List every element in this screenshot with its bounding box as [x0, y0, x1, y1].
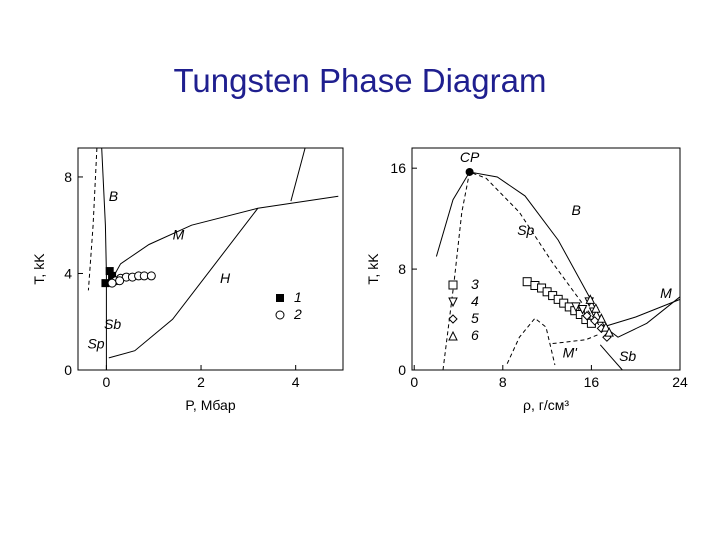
- panel2-curve-sb: [599, 344, 623, 371]
- panel2-legend-marker-4: [448, 297, 458, 308]
- panel2-curve-label-sb: Sb: [619, 348, 636, 364]
- panel1-legend-marker-1: [276, 294, 284, 302]
- panel2-x-tick-label: 8: [499, 374, 507, 390]
- page-title: Tungsten Phase Diagram: [173, 62, 547, 99]
- panel1-x-tick-label: 4: [292, 374, 300, 390]
- panel1-series-1-point: [101, 279, 110, 288]
- panel1-curve-h: [108, 207, 259, 359]
- panel2-series-6-point: [604, 327, 614, 337]
- panel2-curve-sp: [442, 171, 603, 371]
- panel1-legend-label-1: 1: [294, 289, 302, 305]
- panel1-y-tick-label: 0: [64, 362, 72, 378]
- panel2-critical-point: [465, 167, 474, 176]
- panel2-y-tick-label: 0: [398, 362, 406, 378]
- panel2-series-4-point: [571, 302, 581, 313]
- panel2-curve-label-sp: Sp: [517, 222, 534, 238]
- panel2-series-6-point: [585, 294, 596, 304]
- panel2-x-tick-label: 0: [410, 374, 418, 390]
- panel1-series-1-point: [108, 271, 117, 280]
- panel1-x-axis-label: P, Мбар: [185, 397, 235, 413]
- panel1-series-2-point: [146, 271, 156, 281]
- panel2-curve-label-m-prime: M': [563, 344, 579, 360]
- panel1-x-tick-label: 0: [102, 374, 110, 390]
- panel2-legend-marker-3: [448, 280, 458, 290]
- panel2-series-5-point: [590, 316, 600, 326]
- panel2-curve-m: [602, 298, 681, 328]
- panel2-x-axis-label: ρ, г/см³: [523, 397, 569, 413]
- panel1-curve-sp: [87, 147, 98, 291]
- panel2-legend-label-5: 5: [471, 310, 479, 326]
- panel2-curve-label-m: M: [660, 285, 672, 301]
- panel1-curve-upper: [290, 147, 306, 202]
- panel1-legend-marker-2: [275, 310, 285, 320]
- panel1-y-tick-label: 8: [64, 169, 72, 185]
- panel2-y-tick-label: 16: [390, 160, 406, 176]
- panel2-legend-marker-6: [448, 330, 458, 341]
- panel2-series-6-point: [596, 313, 607, 323]
- panel2-legend-label-4: 4: [471, 293, 479, 309]
- panel2-curve-lower: [506, 317, 556, 366]
- panel2-y-tick-label: 8: [398, 261, 406, 277]
- panel1-x-tick-label: 2: [197, 374, 205, 390]
- panel1-series-2-point: [107, 278, 117, 288]
- panel1-curve-label-b: B: [109, 188, 118, 204]
- panel1-curve-m: [110, 195, 339, 281]
- panel2-series-4-point: [577, 304, 588, 315]
- panel2-series-6-point: [600, 321, 611, 332]
- panel2-x-tick-label: 24: [672, 374, 688, 390]
- panel1-series-2-point: [115, 276, 125, 286]
- panel2-y-axis-label: T, kK: [365, 253, 381, 285]
- panel1-curve-label-sp: Sp: [87, 335, 104, 351]
- panel1-curve-label-m: M: [173, 227, 185, 243]
- panel2-curve-label-b: B: [571, 202, 580, 218]
- panel2-legend-label-3: 3: [471, 276, 479, 292]
- panel1-y-tick-label: 4: [64, 265, 72, 281]
- panel2-critical-point-label: CP: [460, 149, 480, 165]
- panel1-curve-label-sb: Sb: [104, 316, 121, 332]
- panel1-curve-label-h: H: [220, 270, 231, 286]
- panel2-legend-marker-5: [448, 314, 458, 324]
- panel2-curve-b: [435, 171, 681, 338]
- panel2-curve-mprime: [552, 334, 599, 344]
- panel2-series-6-point: [591, 303, 601, 313]
- panel2-series-5-point: [582, 311, 592, 321]
- panel2-series-3-point: [522, 277, 532, 287]
- panel2-frame: [411, 147, 681, 371]
- panel1-legend-label-2: 2: [293, 306, 302, 322]
- panel1-curve-b: [101, 147, 107, 370]
- panel1-series-1-point: [105, 267, 114, 276]
- panel1-y-axis-label: T, kK: [31, 253, 47, 285]
- panel2-legend-label-6: 6: [471, 327, 479, 343]
- panel2-x-tick-label: 16: [584, 374, 600, 390]
- panel1-frame: [77, 147, 344, 371]
